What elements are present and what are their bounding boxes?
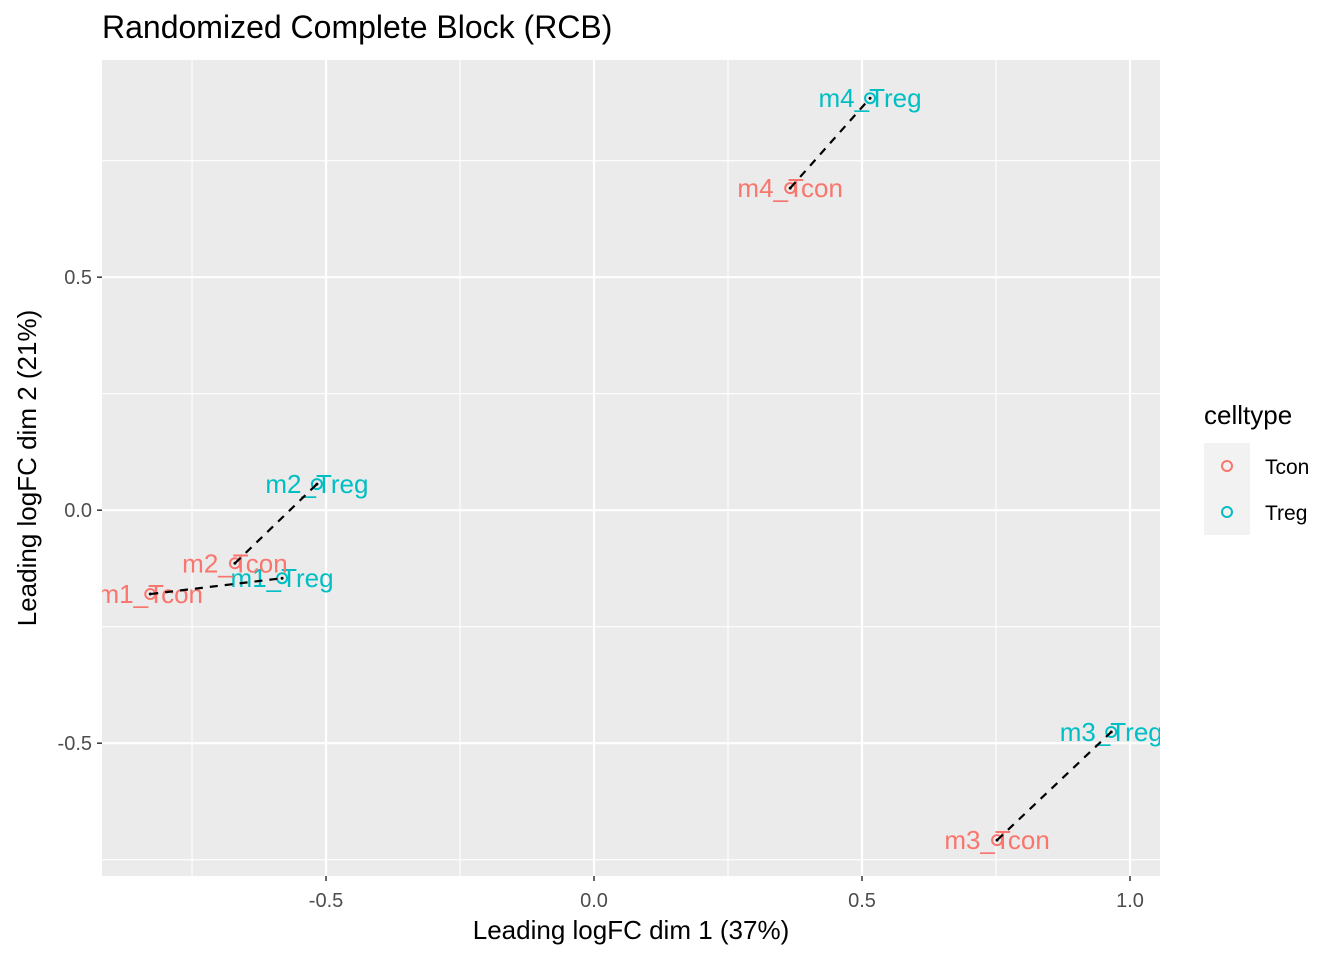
- axes: -0.5 0.0 0.5 1.0 -0.5 0.0 0.5: [58, 267, 1144, 912]
- point-center-m4_Treg: [868, 96, 872, 100]
- point-m3_Tcon: [991, 834, 1004, 847]
- point-m2_Treg: [310, 478, 323, 491]
- point-m2_Tcon: [228, 557, 241, 570]
- point-center-m3_Tcon: [995, 838, 999, 842]
- x-tick-label: -0.5: [309, 890, 343, 912]
- point-m4_Treg: [864, 92, 877, 105]
- x-tick-label: 0.0: [580, 890, 608, 912]
- grid: [102, 60, 1160, 876]
- point-center-m1_Tcon: [148, 592, 152, 596]
- y-tick-label: 0.5: [64, 267, 92, 289]
- point-center-m2_Treg: [315, 482, 319, 486]
- point-center-m2_Tcon: [233, 561, 237, 565]
- point-m3_Treg: [1105, 726, 1118, 738]
- pair-line-m2: [234, 483, 318, 565]
- y-tick-label: 0.0: [64, 500, 92, 522]
- point-center-m4_Tcon: [788, 186, 792, 190]
- plot-panel: [102, 60, 1160, 876]
- point-center-m1_Treg: [280, 576, 284, 580]
- legend-title: celltype: [1204, 400, 1292, 430]
- pair-line-m1: [150, 577, 283, 596]
- chart-title: Randomized Complete Block (RCB): [102, 9, 612, 45]
- point-center-m3_Treg: [1109, 730, 1113, 734]
- x-axis-label: Leading logFC dim 1 (37%): [473, 915, 790, 945]
- pair-line-m3: [996, 731, 1112, 841]
- legend-key-tcon: [1221, 460, 1233, 472]
- point-m4_Tcon: [784, 182, 797, 195]
- pair-line-m4: [789, 97, 871, 189]
- legend-keys-bg: [1204, 443, 1250, 535]
- legend-label-treg: Treg: [1265, 502, 1307, 525]
- y-tick-label: -0.5: [58, 733, 92, 755]
- x-tick-label: 1.0: [1116, 890, 1144, 912]
- legend-key-treg: [1221, 506, 1233, 518]
- data-layer: m1_Tconm1_Tregm2_Tconm2_Tregm3_Tconm3_Tr…: [102, 83, 1160, 855]
- x-tick-label: 0.5: [848, 890, 876, 912]
- legend: celltype Tcon Treg: [1204, 400, 1309, 535]
- legend-label-tcon: Tcon: [1265, 456, 1309, 479]
- y-axis-label: Leading logFC dim 2 (21%): [12, 310, 42, 627]
